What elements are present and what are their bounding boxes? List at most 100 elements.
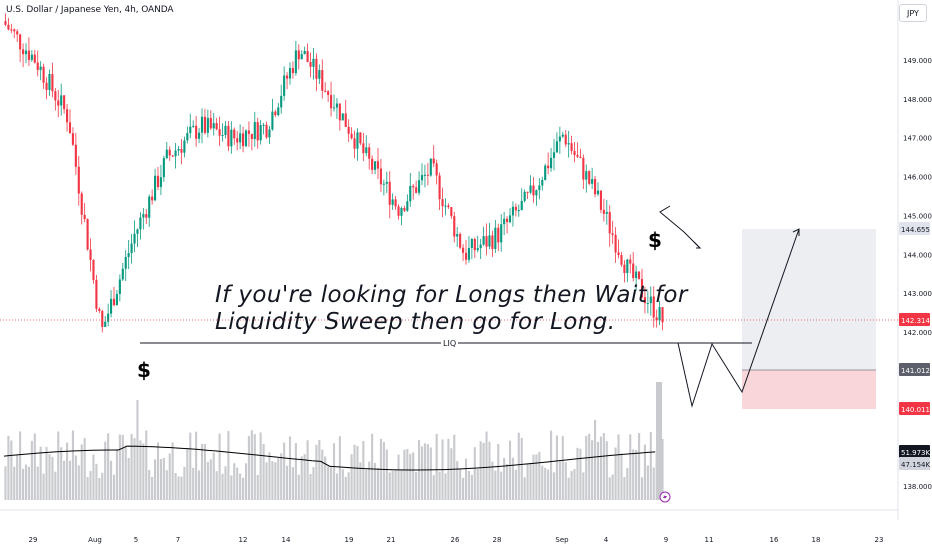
candle-body [652,296,655,318]
volume-bar [412,452,415,500]
candle-body [86,219,89,250]
volume-bar [435,433,438,500]
volume-bar [177,476,180,500]
volume-bar [415,472,418,500]
volume-bar [180,476,183,500]
candle-body [66,109,69,123]
volume-bar [332,443,336,500]
currency-button[interactable]: JPY [899,4,927,22]
volume-bar [60,447,63,500]
volume-bar [535,454,538,500]
candle-body [544,165,547,181]
candle-body [353,138,356,149]
candle-body [309,62,312,67]
volume-bar [159,459,162,500]
candle-body [391,199,394,205]
y-tick-label: 143.000 [903,290,932,298]
candle-body [198,132,201,139]
candle-body [74,144,77,167]
volume-bar [608,477,611,500]
volume-bar [397,454,400,500]
volume-bar [198,470,201,500]
candle-body [110,298,113,314]
candle-body [16,31,19,35]
candle-body [412,185,415,188]
x-tick-label: 11 [705,536,714,544]
volume-bar [544,467,547,500]
candle-body [145,214,148,218]
candle-body [605,212,608,214]
volume-bar [652,467,655,500]
candle-body [558,136,561,142]
candle-body [418,180,421,193]
volume-bar [168,453,171,500]
candle-body [479,244,482,249]
volume-bar [136,400,139,500]
volume-bar [611,474,614,500]
volume-bar [338,436,341,500]
volume-bar [632,449,635,500]
volume-bar [101,472,104,500]
volume-bar [89,471,92,500]
volume-bar [274,462,277,500]
volume-bar [547,469,550,500]
candle-body [262,124,265,126]
candle-body [500,224,503,243]
volume-bar [403,449,406,500]
candle-body [68,122,72,134]
volume-bar [27,466,30,500]
candle-body [459,234,462,248]
candle-body [268,129,271,138]
candle-body [620,255,623,265]
volume-bar [503,457,506,500]
volume-bar [643,444,646,500]
volume-bar [24,464,28,500]
candle-body [523,191,526,201]
volume-bar [429,447,432,500]
volume-bar [306,440,309,500]
candle-body [242,133,245,147]
candle-body [385,181,388,184]
candle-body [382,183,385,185]
volume-label-ma: 51.973K [901,449,930,457]
candle-body [330,94,333,109]
candle-body [482,236,485,245]
candle-body [432,158,435,164]
projection-arrowhead [792,228,800,236]
candle-body [51,73,54,92]
volume-bar [19,431,22,500]
volume-label-ma-bg [899,445,930,458]
candle-body [92,259,95,280]
candle-body [171,155,174,157]
projection-up-path [659,205,701,249]
candle-body [591,179,594,184]
volume-bar [218,433,221,500]
volume-bar [250,430,253,500]
volume-bar [7,435,10,500]
volume-bar [74,455,77,500]
volume-bar [288,436,292,500]
candle-body [365,147,368,154]
volume-bar [567,477,570,500]
volume-bar [183,466,186,500]
candle-body [33,54,36,63]
candle-body [57,100,60,106]
candle-body [462,247,465,253]
y-tick-label: 138.000 [903,483,932,491]
candle-body [224,125,227,135]
price-label-zone-bottom: 140.011 [901,406,930,414]
candle-body [151,196,154,201]
candle-body [582,157,585,180]
volume-bar [312,467,315,500]
x-tick-label: 26 [451,536,460,544]
volume-bar [368,461,371,500]
dollar-marker-low: $ [137,358,151,382]
volume-bar [353,444,356,500]
x-tick-label: 29 [29,536,38,544]
candle-body [374,161,377,170]
volume-bar [356,446,359,500]
volume-bar [491,461,494,500]
volume-bar [564,462,567,500]
candle-body [614,234,617,253]
